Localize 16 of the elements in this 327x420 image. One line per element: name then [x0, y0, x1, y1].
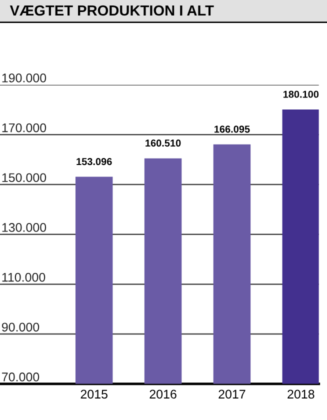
- y-tick-label: 90.000: [2, 322, 40, 332]
- x-tick-label: 2015: [80, 390, 108, 399]
- y-tick-label: 170.000: [2, 123, 46, 132]
- data-label: 180.100: [283, 90, 319, 98]
- y-tick-label: 130.000: [2, 223, 46, 232]
- y-tick-label: 190.000: [2, 74, 46, 82]
- y-tick-label: 110.000: [2, 272, 46, 282]
- y-tick-label: 70.000: [2, 372, 40, 382]
- data-label: 153.096: [76, 158, 112, 166]
- x-tick-label: 2016: [150, 390, 176, 399]
- x-tick-label: 2017: [218, 390, 246, 399]
- x-tick-label: 2018: [288, 390, 314, 399]
- chart-title: VÆGTET PRODUKTION I ALT: [10, 5, 214, 16]
- data-label: 166.095: [214, 126, 250, 133]
- data-label: 160.510: [146, 140, 181, 147]
- y-tick-label: 150.000: [2, 173, 46, 182]
